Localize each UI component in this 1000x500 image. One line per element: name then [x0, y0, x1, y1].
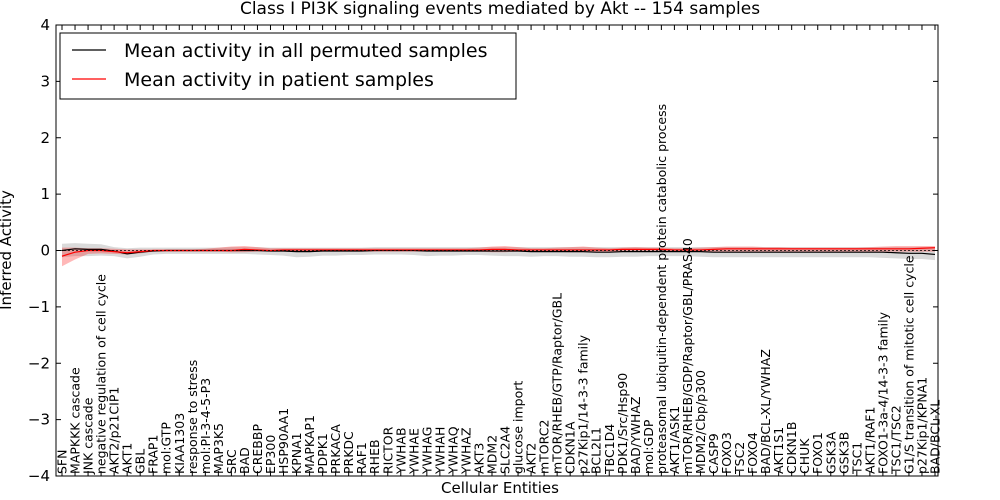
legend-label-permuted: Mean activity in all permuted samples [124, 40, 487, 62]
x-tick-label: FOXO4 [745, 432, 760, 474]
x-tick-label: BAD [237, 447, 252, 474]
confidence-bands [62, 243, 935, 267]
chart-title: Class I PI3K signaling events mediated b… [240, 0, 760, 19]
x-tick-label: TSC1 [849, 442, 864, 475]
x-tick-label: BAD/BCL-XL/YWHAZ [758, 349, 773, 474]
x-tick-label: p27Kip1/KPNA1 [914, 377, 929, 474]
legend: Mean activity in all permuted samples Me… [59, 32, 517, 100]
x-tick-label: YWHAZ [458, 427, 473, 475]
x-tick-label: mTORC2 [537, 420, 552, 474]
x-tick-label: AKT1/ASK1 [667, 406, 682, 474]
x-tick-label: YWHAB [393, 427, 408, 475]
x-tick-label: MDM2/Cbp/p300 [693, 370, 708, 474]
x-tick-label: RAF1 [354, 442, 369, 474]
x-tick-label: G1/S transition of mitotic cell cycle [901, 255, 916, 474]
x-tick-label: GSK3B [836, 432, 851, 474]
x-tick-label: YWHAE [406, 428, 421, 475]
x-tick-label: PRKACA [328, 424, 343, 474]
x-tick-label: response to stress [185, 360, 200, 474]
x-tick-label: PRKDC [341, 431, 356, 474]
x-tick-label: FOXO1 [810, 432, 825, 474]
x-tick-label: YWHAQ [445, 426, 460, 475]
x-tick-label: EP300 [263, 435, 278, 474]
x-tick-label: MDM2 [484, 435, 499, 474]
x-tick-label: MAP3K5 [211, 423, 226, 474]
x-tick-label: mTOR/RHEB/GTP/Raptor/GBL [550, 293, 565, 474]
y-axis-label: Inferred Activity [0, 190, 15, 310]
x-tick-label: FOXO1-3a-4/14-3-3 family [875, 311, 890, 474]
x-tick-label: JNK cascade [81, 397, 96, 475]
x-tick-label: HSP90AA1 [276, 408, 291, 474]
x-tick-label: p27Kip1/14-3-3 family [576, 334, 591, 474]
x-tick-label: AKT1 [120, 443, 135, 474]
series-lines [61, 247, 936, 257]
x-tick-label: FRAP1 [146, 435, 161, 474]
x-tick-label: glucose import [511, 381, 526, 474]
x-tick-label: TBC1D4 [602, 424, 617, 475]
x-tick-label: CREBBP [250, 424, 265, 474]
y-tick-label: −4 [28, 467, 50, 485]
x-tick-label: YWHAG [419, 427, 434, 475]
x-tick-label: MAPKAP1 [302, 415, 317, 474]
x-tick-label: TSC1/TSC2 [888, 405, 903, 475]
x-tick-label: AKT1S1 [771, 427, 786, 474]
y-tick-label: −3 [28, 411, 50, 429]
x-tick-label: SFN [55, 450, 70, 474]
y-axis: −4 −3 −2 −1 0 1 2 3 4 [28, 16, 938, 485]
y-tick-label: 0 [40, 242, 50, 260]
x-tick-label: mol:GDP [641, 419, 656, 474]
x-tick-label: mTOR/RHEB/GDP/Raptor/GBL/PRAS40 [680, 238, 695, 474]
x-tick-label: AKT3 [471, 443, 486, 474]
x-tick-label: RHEB [367, 439, 382, 474]
x-tick-label: mol:PI-3-4-5-P3 [198, 378, 213, 474]
x-tick-label: proteasomal ubiquitin-dependent protein … [654, 104, 669, 474]
x-tick-label: AKT2/p21CIP1 [107, 387, 122, 474]
y-tick-label: 2 [40, 129, 50, 147]
x-tick-label: KPNA1 [289, 432, 304, 474]
x-tick-label: BAD/BCL-XL [928, 400, 943, 474]
x-tick-label: BAD/YWHAZ [628, 397, 643, 474]
y-tick-label: 3 [40, 72, 50, 90]
x-tick-label: FOXO3 [719, 432, 734, 474]
x-tick-label: TSC2 [732, 442, 747, 475]
y-tick-label: −2 [28, 354, 50, 372]
legend-label-patient: Mean activity in patient samples [124, 69, 434, 91]
x-tick-label: SRC [224, 449, 239, 474]
y-tick-label: 1 [40, 185, 50, 203]
x-tick-label: SLC2A4 [498, 426, 513, 474]
x-tick-label: BCL2L1 [589, 427, 604, 474]
x-tick-label: CDKN1B [784, 422, 799, 474]
x-tick-label: AKT2 [524, 443, 539, 474]
x-tick-label: RICTOR [380, 426, 395, 474]
x-tick-label: YWHAH [432, 427, 447, 475]
x-tick-label: AKT1/RAF1 [862, 407, 877, 474]
y-tick-label: 4 [40, 16, 50, 34]
x-tick-label: PDPK1 [315, 433, 330, 474]
x-tick-label: negative regulation of cell cycle [94, 274, 109, 474]
y-tick-label: −1 [28, 298, 50, 316]
x-tick-label: CHUK [797, 438, 812, 474]
x-tick-label: GBL [133, 449, 148, 474]
legend-box [59, 32, 517, 100]
x-tick-label: CDKN1A [563, 421, 578, 474]
line-patient [61, 247, 936, 257]
x-tick-label: CASP9 [706, 433, 721, 474]
x-tick-label: KIAA1303 [172, 413, 187, 474]
x-tick-label: MAPKKK cascade [68, 367, 83, 474]
x-tick-label: GSK3A [823, 431, 838, 474]
x-tick-label: PDK1/Src/Hsp90 [615, 373, 630, 474]
x-axis-label: Cellular Entities [441, 479, 559, 497]
x-tick-label: mol:GTP [159, 422, 174, 474]
